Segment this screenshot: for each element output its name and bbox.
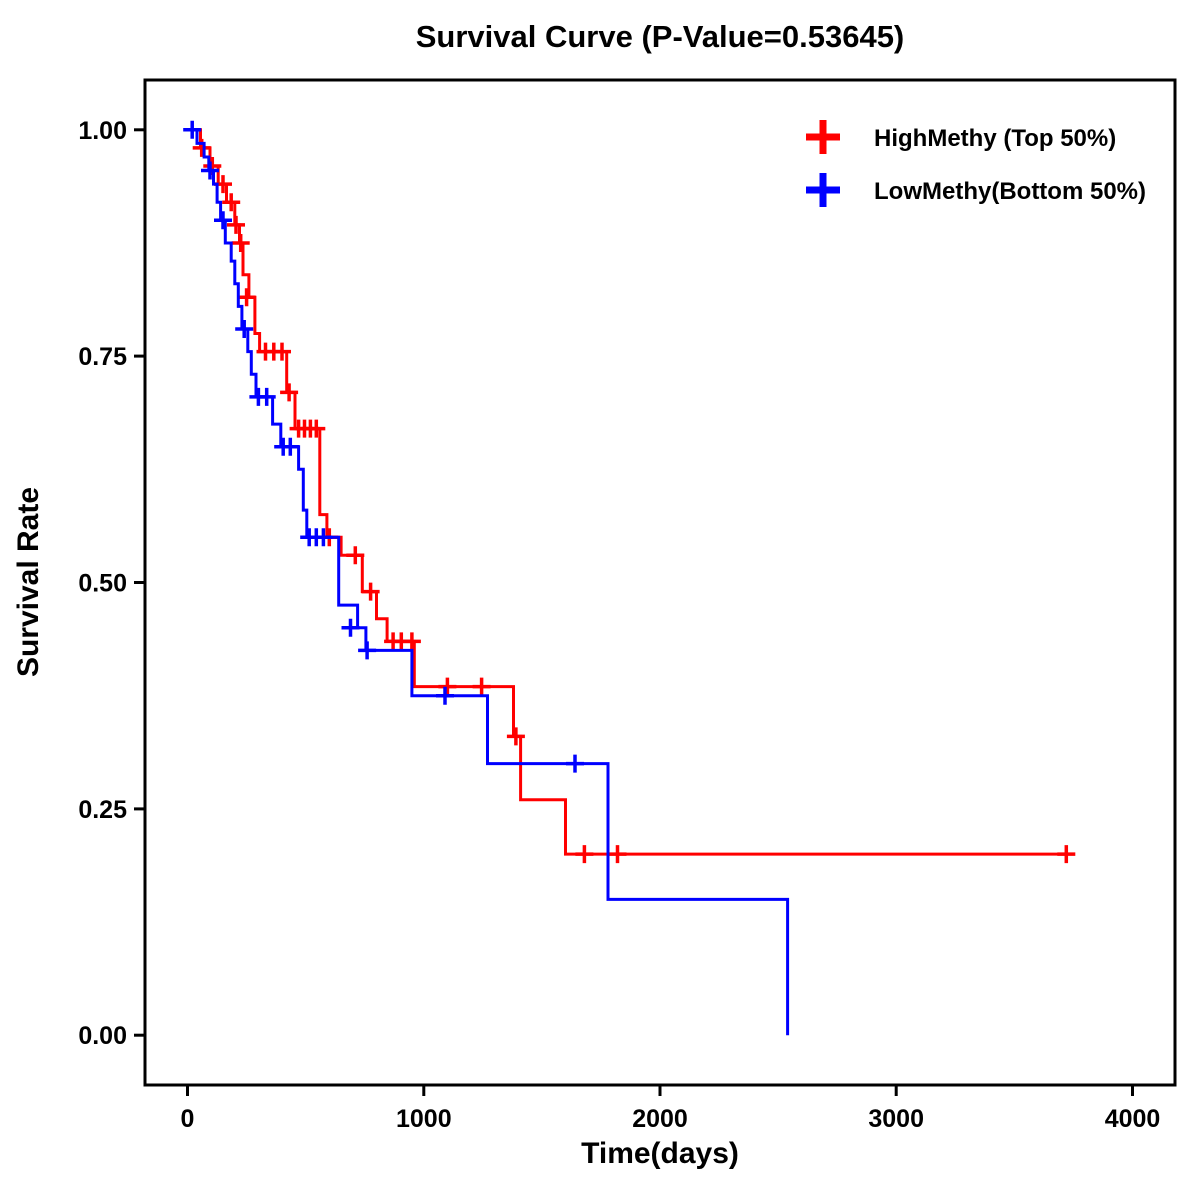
censor-mark [341,618,360,637]
censor-mark [608,845,627,864]
chart-title: Survival Curve (P-Value=0.53645) [416,19,905,54]
censor-mark [307,419,326,438]
y-tick-label: 1.00 [78,117,127,145]
x-tick-label: 3000 [868,1105,924,1133]
censor-mark [346,546,365,565]
y-tick-label: 0.25 [78,796,127,824]
x-tick-label: 4000 [1105,1105,1161,1133]
censor-mark [1057,845,1076,864]
censor-mark [227,215,245,234]
legend-symbol-highmethy-icon [806,120,840,154]
legend-label-highmethy: HighMethy (Top 50%) [874,125,1116,152]
censor-mark [314,528,333,547]
x-axis-label: Time(days) [581,1137,739,1170]
censor-mark [231,234,250,252]
censor-mark [235,320,254,338]
y-axis-label: Survival Rate [12,487,45,677]
censor-mark [472,677,491,696]
censor-mark [273,342,291,361]
y-tick-label: 0.00 [78,1022,127,1050]
legend: HighMethy (Top 50%) LowMethy(Bottom 50%) [806,120,1146,207]
censor-mark [566,754,584,773]
y-tick-label: 0.75 [78,343,127,371]
legend-symbol-lowmethy-icon [806,173,840,207]
censor-mark [436,686,454,705]
censor-mark [402,632,421,651]
y-tick-label: 0.50 [78,570,127,598]
survival-curve-lowmethy [187,128,790,1036]
censor-mark [361,582,380,601]
x-tick-label: 2000 [632,1105,688,1133]
x-tick-label: 0 [181,1105,195,1133]
x-tick-label: 1000 [396,1105,452,1133]
censor-mark [575,845,594,864]
censor-mark [438,677,457,696]
censor-mark [506,727,525,746]
censor-mark [222,193,241,212]
legend-label-lowmethy: LowMethy(Bottom 50%) [874,178,1146,205]
censor-mark [183,120,202,139]
censor-mark [201,161,219,180]
censor-mark [358,641,377,660]
censor-mark [281,437,300,456]
censor-mark [280,383,299,402]
censor-mark [214,211,232,230]
censor-mark [257,387,276,406]
censor-mark [237,288,256,307]
plot-layer: 0 1000 2000 3000 4000 0.00 0.25 0.50 0.75 1.00 [78,117,1160,1133]
